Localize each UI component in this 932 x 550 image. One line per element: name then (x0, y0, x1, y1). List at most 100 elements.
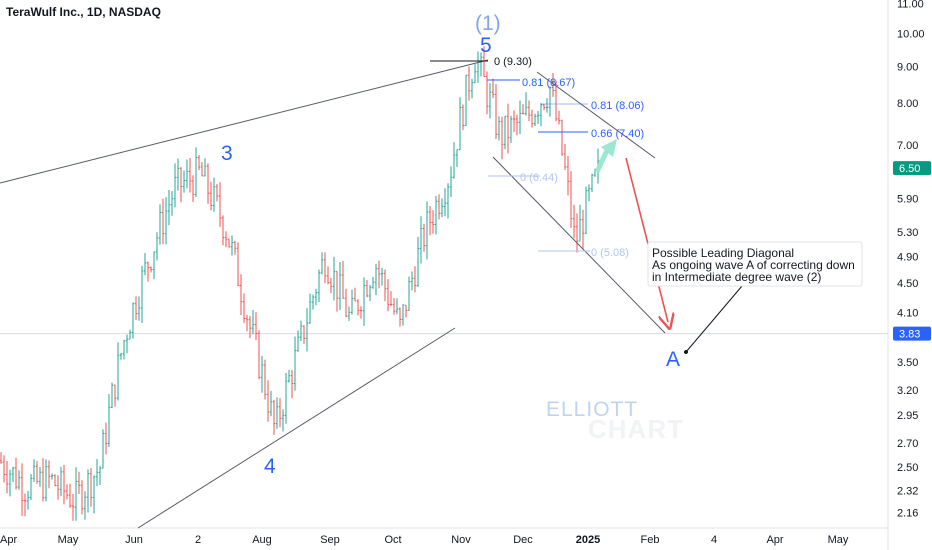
ohlc-bar (98, 466, 102, 486)
ohlc-bar (326, 266, 330, 285)
ohlc-bar (5, 461, 9, 494)
ohlc-bar (194, 147, 198, 197)
ohlc-bar (287, 369, 291, 383)
ohlc-bar (56, 475, 60, 500)
ohlc-bar (14, 457, 18, 490)
ohlc-bar (89, 468, 93, 507)
ohlc-bar (2, 455, 6, 483)
ohlc-bar (53, 474, 57, 487)
ohlc-bar (35, 461, 39, 484)
ohlc-bar (569, 171, 573, 228)
ohlc-bar (518, 100, 522, 135)
ohlc-bar (230, 235, 234, 256)
fib-label-0b: 0 (6.44) (520, 172, 558, 184)
ohlc-bar (305, 308, 309, 352)
ohlc-bar (416, 236, 420, 287)
ohlc-bar (398, 307, 402, 327)
ohlc-bar (152, 251, 156, 280)
ohlc-bar (527, 100, 531, 122)
ohlc-bar (425, 201, 429, 260)
ohlc-bar (8, 469, 12, 497)
ohlc-bar (11, 466, 15, 483)
ohlc-bar (92, 475, 96, 514)
ohlc-bar (158, 204, 162, 245)
ohlc-bar (251, 310, 255, 335)
ohlc-bar (125, 334, 129, 354)
ohlc-bar (221, 215, 225, 246)
wave-label-4: 4 (264, 455, 276, 478)
ohlc-bar (494, 84, 498, 139)
ohlc-bar (263, 359, 267, 400)
ohlc-bar (101, 429, 105, 469)
time-tick-label: Dec (513, 534, 533, 546)
ohlc-bar (557, 110, 561, 125)
ohlc-bar (332, 256, 336, 301)
ohlc-bar (473, 64, 477, 84)
ohlc-bar (413, 266, 417, 293)
ohlc-bar (359, 306, 363, 319)
time-tick-label: Sep (320, 534, 340, 546)
ohlc-bar (443, 188, 447, 217)
ohlc-bar (464, 74, 468, 126)
ohlc-bar (563, 143, 567, 170)
ohlc-bar (410, 271, 414, 291)
ohlc-bar (542, 103, 546, 111)
ohlc-bar (515, 114, 519, 136)
ohlc-bar (539, 103, 543, 127)
annotation-line1: Possible Leading Diagonal (652, 246, 794, 260)
ohlc-bar (347, 306, 351, 321)
ohlc-bar (245, 314, 249, 332)
ohlc-bar (71, 494, 75, 521)
ohlc-bar (536, 111, 540, 124)
time-axis-ticks: Apr May Jun 2 Aug Sep Oct Nov Dec 2025 Feb 4 Apr May (0, 534, 849, 546)
ohlc-bar (197, 154, 201, 171)
ohlc-bar (329, 277, 333, 294)
ohlc-bar (77, 471, 81, 495)
ohlc-bar (272, 399, 276, 435)
ohlc-bar (533, 113, 537, 126)
price-tick-label: 10.00 (897, 28, 925, 40)
ohlc-bar (26, 490, 30, 510)
ohlc-bar (503, 115, 507, 150)
ohlc-bar (566, 155, 570, 196)
ohlc-bar (206, 163, 210, 204)
ohlc-bar (0, 452, 3, 464)
ohlc-bar (323, 252, 327, 284)
wave-label-1: (1) (475, 12, 501, 35)
ohlc-bar (437, 194, 441, 220)
ohlc-bar (68, 483, 72, 508)
ohlc-bar (212, 177, 216, 212)
ohlc-bar (368, 284, 372, 302)
ohlc-bar (446, 183, 450, 219)
fib-label-081b: 0.81 (8.06) (591, 100, 644, 112)
ohlc-bar (545, 98, 549, 113)
price-tick-label: 4.50 (897, 278, 918, 290)
ohlc-bar (581, 209, 585, 249)
ohlc-bar (401, 304, 405, 326)
ohlc-bar (191, 175, 195, 202)
ohlc-bar (512, 110, 516, 133)
fib-label-0: 0 (9.30) (494, 56, 532, 68)
ohlc-bar (548, 86, 552, 117)
ohlc-bar (458, 97, 462, 151)
ohlc-bar (449, 166, 453, 198)
marker-price-badge: 3.83 (893, 326, 931, 341)
price-tick-label: 2.16 (897, 508, 918, 520)
ohlc-bar (176, 158, 180, 191)
ohlc-bar (80, 480, 84, 515)
ohlc-bar (500, 116, 504, 160)
ohlc-bar (470, 78, 474, 99)
ohlc-bar (266, 380, 270, 422)
ohlc-bar (554, 80, 558, 122)
price-tick-label: 8.00 (897, 98, 918, 110)
ohlc-bar (32, 459, 36, 483)
ohlc-bar (260, 356, 264, 393)
current-price-badge: 6.50 (893, 161, 931, 176)
price-tick-label: 2.70 (897, 438, 918, 450)
ohlc-bar (227, 238, 231, 248)
ohlc-bar (107, 394, 111, 448)
ohlc-bar (290, 369, 294, 399)
price-tick-label: 2.50 (897, 462, 918, 474)
ohlc-bar (377, 260, 381, 289)
